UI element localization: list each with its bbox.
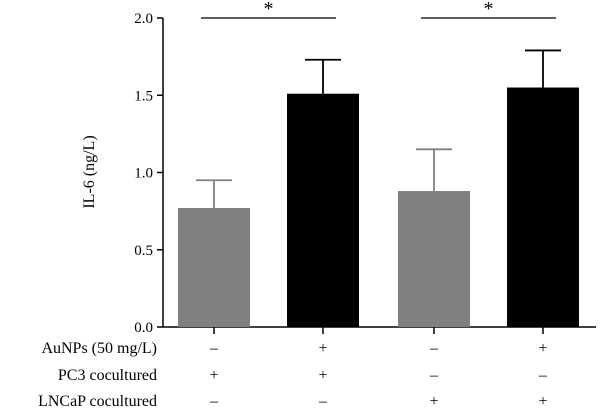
condition-sign: + [538, 393, 547, 410]
condition-sign: + [429, 393, 438, 410]
condition-label: PC3 cocultured [58, 367, 157, 384]
condition-table: AuNPs (50 mg/L) – + – + PC3 cocultured + + – – LNC… [38, 340, 548, 410]
condition-sign: – [429, 367, 439, 384]
condition-sign: + [318, 340, 327, 357]
bar [178, 208, 250, 327]
y-tick-label: 0.5 [134, 243, 153, 259]
condition-sign: – [209, 393, 219, 410]
y-tick-label: 0.0 [134, 320, 153, 336]
condition-sign: – [429, 340, 439, 357]
condition-sign: – [538, 367, 548, 384]
error-bars [196, 49, 561, 209]
y-axis-label: IL-6 (ng/L) [81, 135, 98, 208]
bar [287, 93, 359, 327]
significance-star: * [264, 0, 274, 20]
condition-sign: + [209, 367, 218, 384]
bar [398, 191, 470, 327]
condition-sign: – [318, 393, 328, 410]
condition-label: LNCaP cocultured [38, 393, 157, 410]
condition-label: AuNPs (50 mg/L) [41, 340, 157, 357]
condition-sign: + [318, 367, 327, 384]
significance-star: * [484, 0, 494, 20]
bar [507, 87, 579, 328]
condition-sign: + [538, 340, 547, 357]
condition-sign: – [209, 340, 219, 357]
y-tick-label: 1.5 [134, 88, 153, 104]
bars [178, 87, 579, 328]
y-tick-label: 2.0 [134, 11, 153, 27]
significance-brackets: * * [201, 0, 556, 20]
y-tick-label: 1.0 [134, 166, 153, 182]
